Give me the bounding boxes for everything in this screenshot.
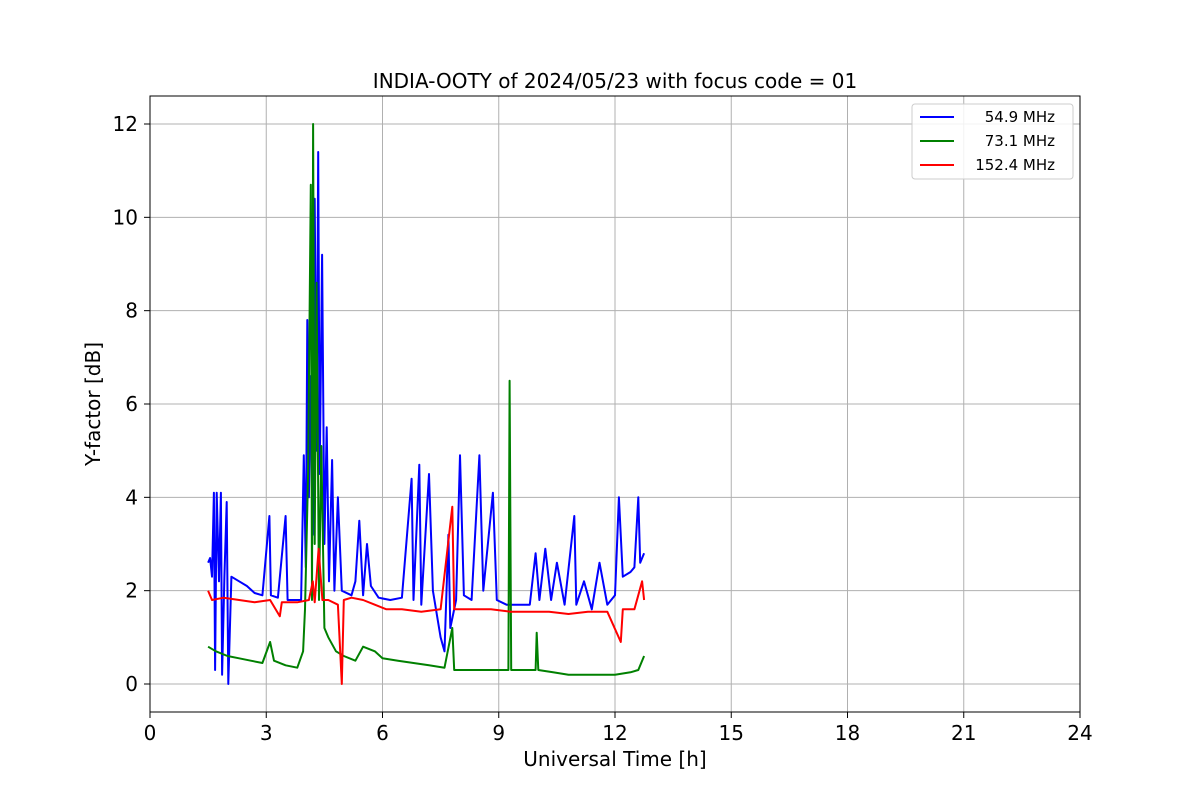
y-axis-label: Y-factor [dB] [81,342,105,467]
y-tick-label: 10 [113,205,138,229]
legend-label: 54.9 MHz [985,108,1055,126]
legend-label: 73.1 MHz [985,132,1055,150]
y-tick-label: 8 [125,299,138,323]
legend-label: 152.4 MHz [975,156,1055,174]
x-tick-label: 18 [835,721,860,745]
x-tick-label: 24 [1067,721,1092,745]
x-axis-label: Universal Time [h] [523,747,706,771]
legend: 54.9 MHz 73.1 MHz 152.4 MHz [911,103,1074,180]
y-tick-label: 4 [125,485,138,509]
legend-box [911,103,1074,180]
series-line-2 [207,505,646,685]
series-line-1 [207,123,646,676]
y-tick-label: 2 [125,579,138,603]
x-tick-label: 0 [144,721,157,745]
x-tick-label: 6 [376,721,389,745]
series-line-0 [207,151,646,685]
y-tick-label: 0 [125,672,138,696]
y-tick-label: 12 [113,112,138,136]
x-tick-label: 15 [719,721,744,745]
y-tick-label: 6 [125,392,138,416]
x-tick-label: 12 [602,721,627,745]
x-tick-label: 21 [951,721,976,745]
chart-title: INDIA-OOTY of 2024/05/23 with focus code… [373,69,857,93]
series-layer [207,123,646,685]
x-tick-label: 3 [260,721,273,745]
x-tick-label: 9 [492,721,505,745]
